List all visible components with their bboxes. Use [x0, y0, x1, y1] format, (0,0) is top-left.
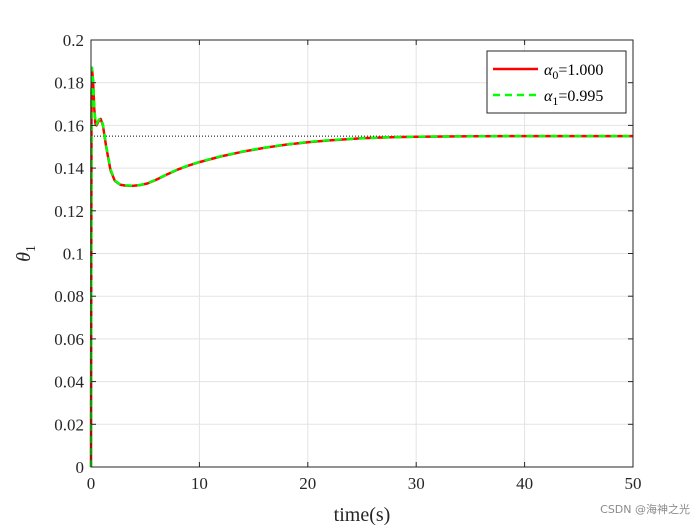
legend-subscript-1: 1: [552, 94, 558, 108]
x-tick-labels: 0 10 20 30 40 50: [87, 474, 642, 493]
y-tick-label: 0.02: [54, 415, 84, 434]
y-tick-label: 0: [76, 458, 85, 477]
y-tick-labels: 0 0.02 0.04 0.06 0.08 0.1 0.12 0.14 0.16 0.18 0.2: [54, 31, 84, 477]
watermark: CSDN @海神之光: [600, 503, 690, 516]
x-tick-label: 0: [87, 474, 96, 493]
y-tick-label: 0.06: [54, 330, 84, 349]
x-tick-label: 20: [299, 474, 316, 493]
x-tick-label: 50: [625, 474, 642, 493]
x-tick-label: 30: [408, 474, 425, 493]
legend-label-0: α0=1.000: [544, 62, 603, 82]
legend-symbol-0: α: [544, 62, 553, 79]
series-layer: [89, 66, 633, 468]
y-tick-label: 0.14: [54, 159, 84, 178]
y-tick-label: 0.04: [54, 373, 84, 392]
series-line-1: [89, 66, 633, 468]
y-tick-label: 0.18: [54, 74, 84, 93]
y-tick-label: 0.08: [54, 287, 84, 306]
x-tick-label: 40: [516, 474, 533, 493]
y-axis-label-subscript: 1: [24, 245, 39, 252]
y-tick-label: 0.16: [54, 116, 84, 135]
y-tick-label: 0.1: [63, 245, 84, 264]
y-axis-label: θ1: [13, 245, 39, 262]
legend-box: [486, 50, 627, 114]
x-tick-label: 10: [191, 474, 208, 493]
legend-subscript-0: 0: [552, 68, 558, 82]
y-tick-label: 0.12: [54, 202, 84, 221]
x-axis-label: time(s): [334, 504, 391, 525]
grid: [90, 39, 634, 468]
y-tick-label: 0.2: [63, 31, 84, 50]
legend-value-1: =0.995: [558, 88, 603, 105]
legend-value-0: =1.000: [558, 62, 603, 79]
y-axis-label-symbol: θ: [13, 252, 35, 262]
legend-symbol-1: α: [544, 88, 553, 105]
legend-label-1: α1=0.995: [544, 88, 603, 108]
ticks: [90, 39, 634, 468]
